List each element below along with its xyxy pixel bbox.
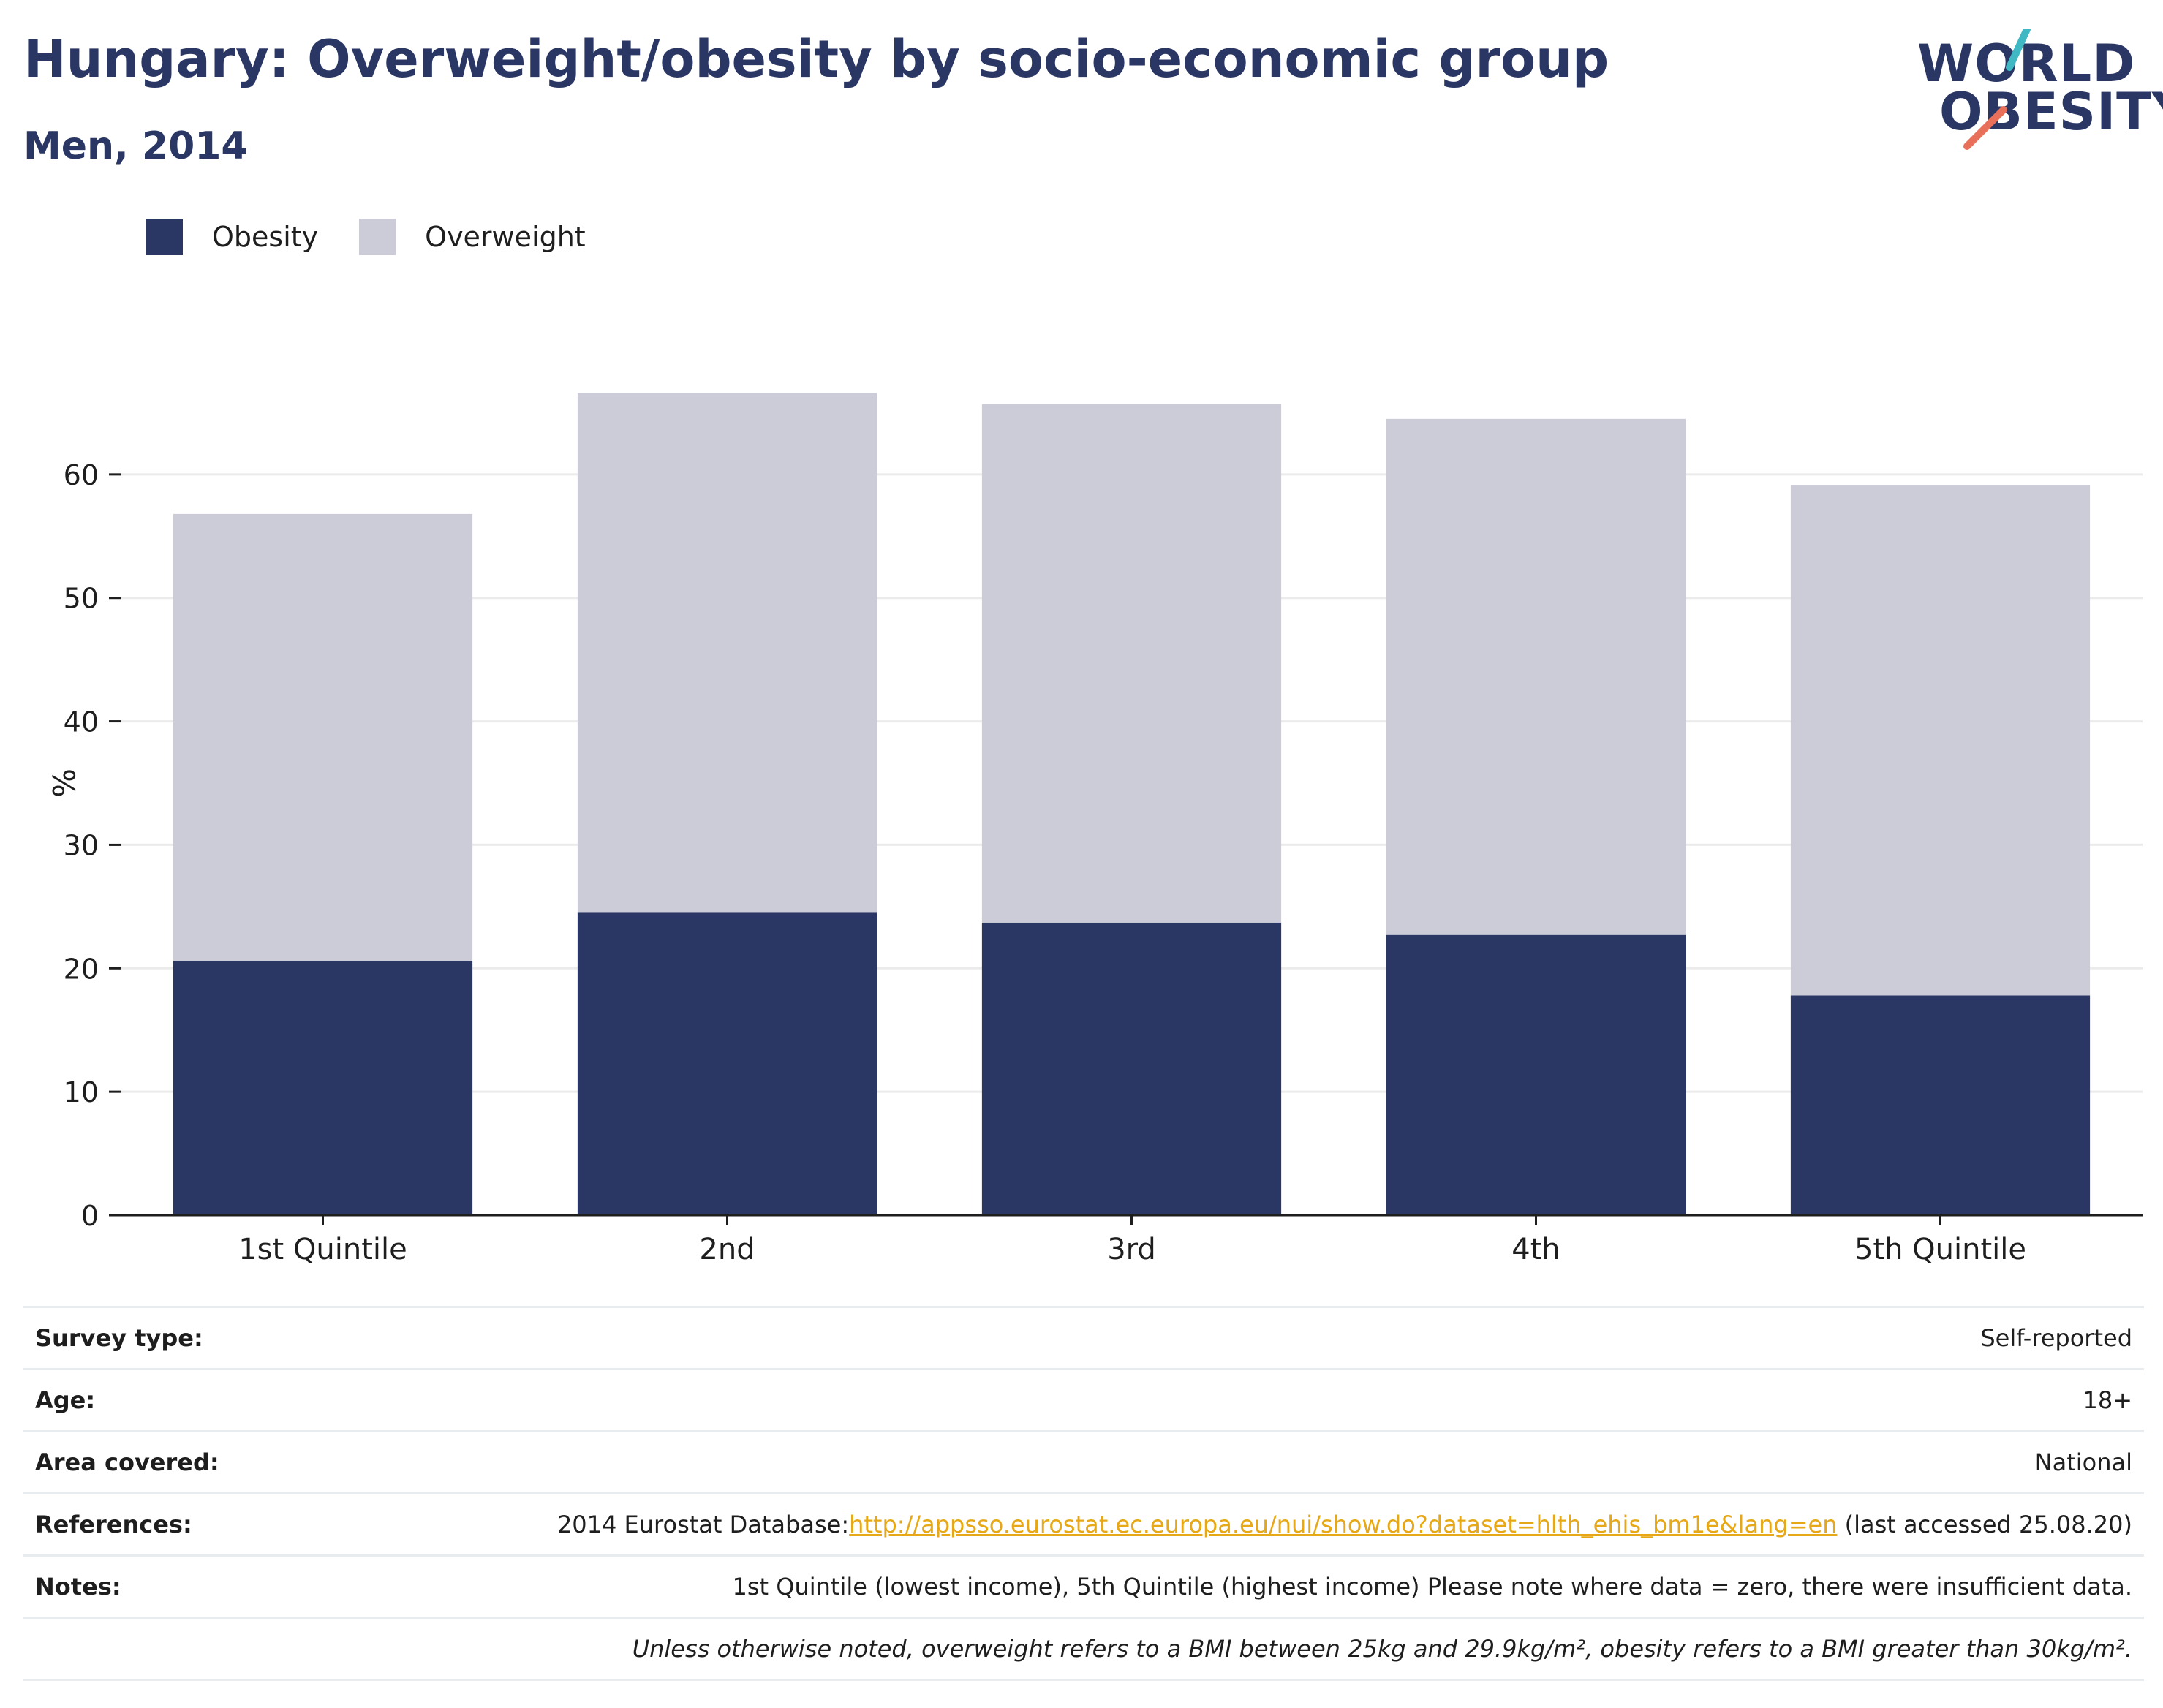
bar-overweight-5[interactable] xyxy=(1790,485,2091,996)
meta-row-area-covered: Area covered: National xyxy=(23,1430,2144,1492)
meta-row-survey-type: Survey type: Self-reported xyxy=(23,1306,2144,1368)
meta-row-references: References: 2014 Eurostat Database:http:… xyxy=(23,1492,2144,1554)
meta-value: 2014 Eurostat Database:http://appsso.eur… xyxy=(557,1511,2144,1538)
meta-key: References: xyxy=(35,1511,192,1538)
chart-subtitle: Men, 2014 xyxy=(23,124,248,168)
x-tick-label: 5th Quintile xyxy=(1854,1233,2026,1266)
y-axis-ticks: 0 10 20 30 40 50 60 xyxy=(64,459,121,1232)
legend-swatch-obesity xyxy=(146,219,183,255)
legend-swatch-overweight xyxy=(359,219,396,255)
legend-item-overweight[interactable]: Overweight xyxy=(359,219,586,255)
world-obesity-logo: WORLD OBESITY xyxy=(1909,29,2163,154)
meta-row-age: Age: 18+ xyxy=(23,1368,2144,1430)
meta-key: Survey type: xyxy=(35,1324,203,1352)
bar-obesity-1[interactable] xyxy=(173,961,473,1215)
bar-obesity-4[interactable] xyxy=(1386,934,1686,1215)
bar-overweight-2[interactable] xyxy=(577,393,877,913)
meta-value: National xyxy=(2034,1448,2132,1476)
legend: Obesity Overweight xyxy=(146,218,627,256)
reference-suffix: (last accessed 25.08.20) xyxy=(1837,1511,2132,1538)
y-tick-label: 40 xyxy=(64,706,99,738)
x-axis-ticks: 1st Quintile 2nd 3rd 4th 5th Quintile xyxy=(238,1215,2026,1266)
y-tick-label: 0 xyxy=(81,1200,99,1232)
bar-overweight-3[interactable] xyxy=(981,404,1282,923)
y-tick-label: 60 xyxy=(64,459,99,491)
chart-title: Hungary: Overweight/obesity by socio-eco… xyxy=(23,29,1609,89)
meta-value: Unless otherwise noted, overweight refer… xyxy=(632,1635,2132,1663)
bar-obesity-2[interactable] xyxy=(577,912,877,1215)
x-tick-label: 2nd xyxy=(699,1233,755,1266)
legend-label-obesity: Obesity xyxy=(212,221,319,253)
bar-obesity-3[interactable] xyxy=(981,922,1282,1215)
legend-label-overweight: Overweight xyxy=(425,221,586,253)
meta-value: 1st Quintile (lowest income), 5th Quinti… xyxy=(732,1573,2133,1601)
x-tick-label: 4th xyxy=(1511,1233,1560,1266)
y-tick-label: 30 xyxy=(64,829,99,861)
logo-line-1: WORLD xyxy=(1917,34,2136,94)
bar-obesity-5[interactable] xyxy=(1790,995,2091,1215)
bars xyxy=(173,393,2091,1215)
meta-row-bmi-note: Unless otherwise noted, overweight refer… xyxy=(23,1617,2144,1681)
meta-key: Age: xyxy=(35,1386,96,1414)
reference-link[interactable]: http://appsso.eurostat.ec.europa.eu/nui/… xyxy=(849,1511,1838,1538)
meta-value: 18+ xyxy=(2083,1386,2132,1414)
logo-slash-icon xyxy=(1963,29,2031,150)
meta-key: Area covered: xyxy=(35,1448,219,1476)
legend-item-obesity[interactable]: Obesity xyxy=(146,219,318,255)
meta-row-notes: Notes: 1st Quintile (lowest income), 5th… xyxy=(23,1554,2144,1617)
y-axis-label: % xyxy=(45,768,81,798)
x-tick-label: 3rd xyxy=(1107,1233,1156,1266)
metadata-table: Survey type: Self-reported Age: 18+ Area… xyxy=(23,1306,2144,1681)
meta-value: Self-reported xyxy=(1980,1324,2132,1352)
y-tick-label: 20 xyxy=(64,953,99,985)
stacked-bar-chart: 0 10 20 30 40 50 60 1st Quintile 2nd 3rd 4th 5th Q… xyxy=(45,393,2143,1266)
bar-overweight-1[interactable] xyxy=(173,513,473,961)
reference-prefix: 2014 Eurostat Database: xyxy=(556,1511,850,1538)
bar-overweight-4[interactable] xyxy=(1386,418,1686,935)
y-tick-label: 10 xyxy=(64,1076,99,1108)
x-tick-label: 1st Quintile xyxy=(238,1233,407,1266)
meta-key: Notes: xyxy=(35,1573,121,1601)
y-tick-label: 50 xyxy=(64,583,99,615)
